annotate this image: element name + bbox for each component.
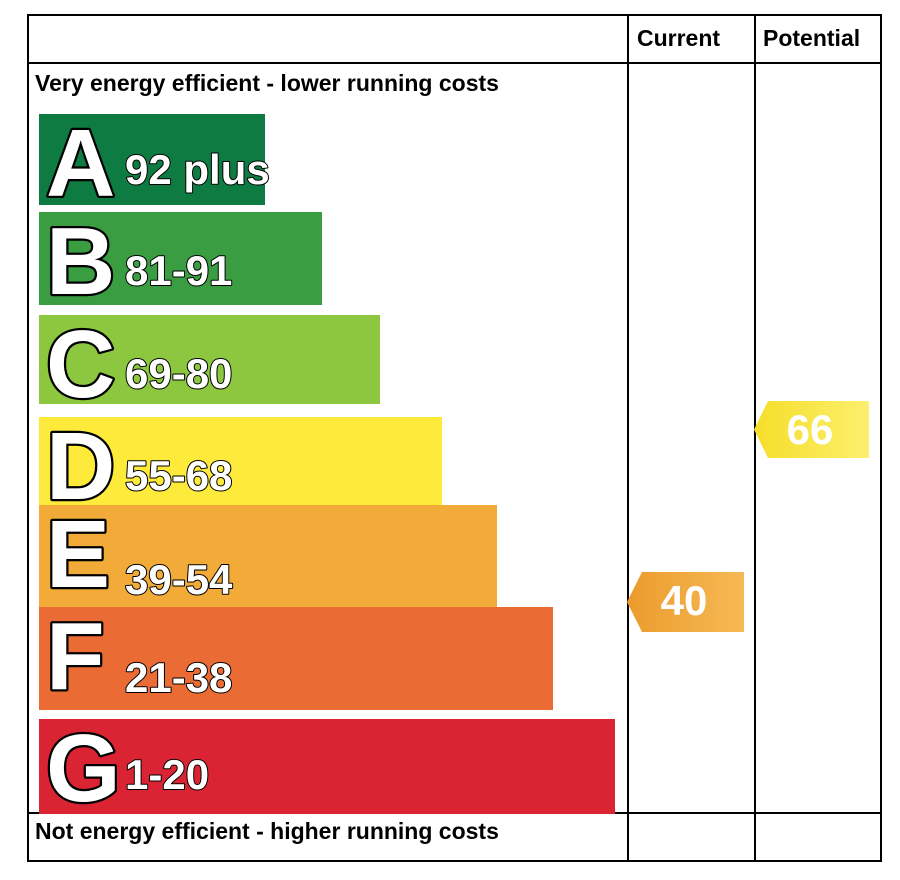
svg-text:G: G <box>46 715 121 822</box>
svg-text:C: C <box>46 311 115 418</box>
svg-text:69-80: 69-80 <box>125 350 232 397</box>
svg-text:81-91: 81-91 <box>125 247 232 294</box>
svg-text:Very energy efficient - lower: Very energy efficient - lower running co… <box>35 70 499 96</box>
svg-text:55-68: 55-68 <box>125 452 232 499</box>
svg-text:Potential: Potential <box>763 25 860 51</box>
svg-text:1-20: 1-20 <box>125 751 209 798</box>
svg-text:21-38: 21-38 <box>125 654 232 701</box>
svg-text:A: A <box>46 110 115 217</box>
svg-text:Current: Current <box>637 25 720 51</box>
svg-text:66: 66 <box>787 406 834 453</box>
svg-text:92 plus: 92 plus <box>125 146 270 193</box>
svg-text:F: F <box>46 603 105 710</box>
svg-text:40: 40 <box>661 577 708 624</box>
svg-text:B: B <box>46 208 115 315</box>
svg-text:39-54: 39-54 <box>125 556 233 603</box>
svg-text:E: E <box>46 501 110 608</box>
